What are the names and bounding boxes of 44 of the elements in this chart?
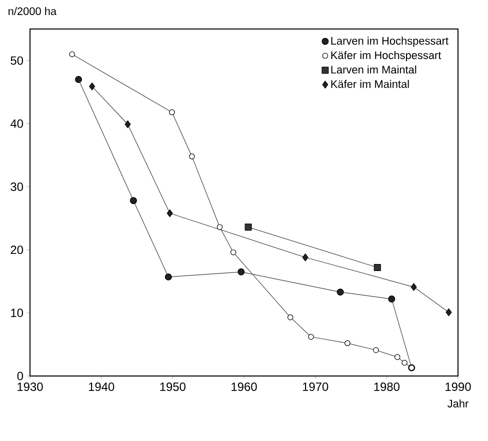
point [164,273,172,280]
point [89,82,96,90]
point [402,360,408,366]
point [75,76,82,83]
y-tick-label: 50 [10,56,24,65]
point [166,209,173,218]
y-tick-label: 10 [11,308,24,318]
point [388,296,396,303]
point [189,154,195,160]
point [124,120,131,128]
y-axis-title: n/2000 ha [8,7,57,16]
point [344,340,350,346]
x-tick-label: 1960 [232,382,257,391]
point [216,224,223,230]
y-tick-label: 20 [10,246,24,254]
x-tick-label: 1950 [160,382,186,391]
point [410,283,417,291]
point [287,314,294,320]
x-tick-label: 1980 [374,382,400,391]
y-tick-label: 40 [10,119,24,128]
y-tick-label: 0 [17,372,24,380]
point [373,347,379,354]
x-tick-label: 1990 [446,382,471,391]
legend-label: Larven im Maintal [331,65,416,74]
point [230,249,236,256]
point [302,254,308,262]
point [308,334,314,340]
point [336,288,344,296]
point [244,224,252,231]
y-tick-label: 30 [10,182,24,191]
x-tick-label: 1930 [18,382,43,391]
legend-label: Käfer im Hochspessart [331,51,442,62]
legend-label: Käfer im Maintal [331,80,409,88]
x-tick-label: 1970 [302,382,328,391]
point [130,197,137,204]
point [69,51,75,58]
legend-label: Larven im Hochspessart [331,36,448,47]
point [169,109,175,116]
point [374,264,381,271]
point [238,268,245,276]
point [446,308,452,316]
point [394,354,400,360]
x-tick-label: 1940 [88,382,114,391]
x-axis-title: Jahr [448,399,468,408]
